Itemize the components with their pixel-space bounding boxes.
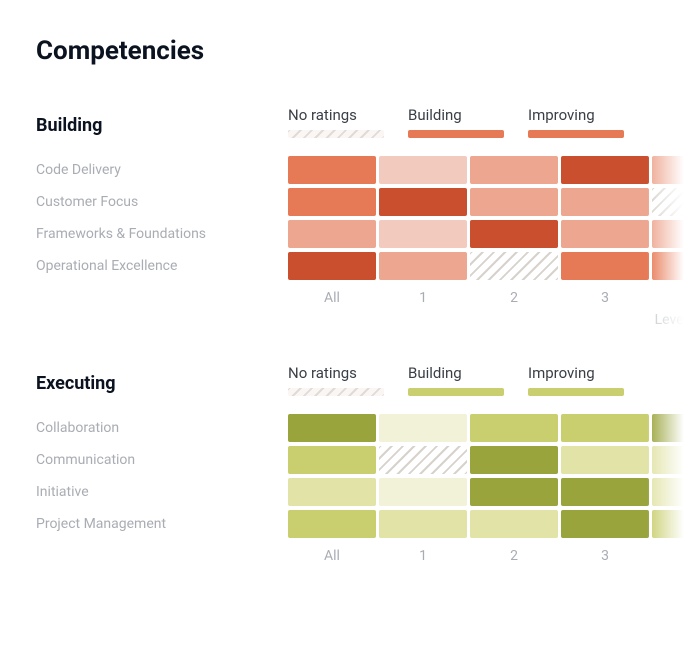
heatmap-cell xyxy=(288,510,376,538)
legend-swatch xyxy=(528,388,624,396)
legend-item: Improving xyxy=(528,364,624,396)
heatmap-cell xyxy=(288,414,376,442)
heatmap-cell xyxy=(470,414,558,442)
legend-item: No ratings xyxy=(288,106,384,138)
heatmap-cell xyxy=(288,220,376,248)
heatmap-cell xyxy=(470,478,558,506)
heatmap-cell xyxy=(652,446,693,474)
axis-unit-label: Level xyxy=(36,312,693,328)
heatmap-cell xyxy=(379,414,467,442)
heatmap-cell xyxy=(379,510,467,538)
heatmap-cell xyxy=(652,252,693,280)
axis-label: 2 xyxy=(470,548,558,564)
heatmap-cell xyxy=(470,220,558,248)
legend-item: Building xyxy=(408,106,504,138)
row-label: Frameworks & Foundations xyxy=(36,226,288,242)
axis-label: All xyxy=(288,548,376,564)
heatmap-row: Communication xyxy=(36,446,693,474)
legend-swatch xyxy=(288,130,384,138)
heatmap-cell xyxy=(379,478,467,506)
row-label: Code Delivery xyxy=(36,162,288,178)
heatmap-cell xyxy=(470,446,558,474)
heatmap-cell xyxy=(288,478,376,506)
axis-label: 1 xyxy=(379,290,467,306)
heatmap-row: Project Management xyxy=(36,510,693,538)
axis-label: 4 xyxy=(652,290,693,306)
heatmap-cell xyxy=(470,252,558,280)
legend-swatch xyxy=(408,388,504,396)
heatmap-row: Collaboration xyxy=(36,414,693,442)
legend-label: Building xyxy=(408,106,462,124)
row-label: Operational Excellence xyxy=(36,258,288,274)
legend-item: Improving xyxy=(528,106,624,138)
legend-label: Improving xyxy=(528,364,595,382)
heatmap-cell xyxy=(652,188,693,216)
section-title: Executing xyxy=(36,373,288,396)
heatmap-cell xyxy=(652,156,693,184)
section-title: Building xyxy=(36,115,288,138)
axis-label: 2 xyxy=(470,290,558,306)
heatmap-cell xyxy=(561,220,649,248)
axis-label: All xyxy=(288,290,376,306)
legend-swatch xyxy=(528,130,624,138)
row-label: Initiative xyxy=(36,484,288,500)
heatmap-cell xyxy=(561,510,649,538)
legend: No ratings Building Improving xyxy=(288,364,648,396)
heatmap-cell xyxy=(288,156,376,184)
legend: No ratings Building Improving xyxy=(288,106,648,138)
heatmap-cell xyxy=(561,156,649,184)
heatmap-cell xyxy=(288,188,376,216)
heatmap-cell xyxy=(470,156,558,184)
page-title: Competencies xyxy=(36,36,693,66)
legend-swatch xyxy=(408,130,504,138)
row-label: Project Management xyxy=(36,516,288,532)
legend-swatch xyxy=(288,388,384,396)
heatmap-cell xyxy=(379,220,467,248)
row-label: Customer Focus xyxy=(36,194,288,210)
legend-label: No ratings xyxy=(288,106,357,124)
heatmap-cell xyxy=(379,252,467,280)
heatmap-cell xyxy=(652,414,693,442)
heatmap-cell xyxy=(652,510,693,538)
heatmap-cell xyxy=(288,252,376,280)
heatmap-cell xyxy=(652,478,693,506)
axis-label: 4 xyxy=(652,548,693,564)
heatmap-cell xyxy=(561,478,649,506)
heatmap-cell xyxy=(379,188,467,216)
heatmap-cell xyxy=(561,414,649,442)
axis-label: 3 xyxy=(561,548,649,564)
axis-label: 3 xyxy=(561,290,649,306)
heatmap-row: Operational Excellence xyxy=(36,252,693,280)
heatmap-cell xyxy=(561,188,649,216)
heatmap-row: Customer Focus xyxy=(36,188,693,216)
legend-item: No ratings xyxy=(288,364,384,396)
competencies-panel: Competencies BuildingNo ratingsBuildingI… xyxy=(0,0,693,564)
row-label: Collaboration xyxy=(36,420,288,436)
competency-section: ExecutingNo ratings Building Improving Coll… xyxy=(36,364,693,564)
heatmap-cell xyxy=(288,446,376,474)
heatmap-cell xyxy=(652,220,693,248)
legend-item: Building xyxy=(408,364,504,396)
row-label: Communication xyxy=(36,452,288,468)
competency-section: BuildingNo ratingsBuildingImprovingCode … xyxy=(36,106,693,328)
heatmap-row: Code Delivery xyxy=(36,156,693,184)
heatmap-cell xyxy=(561,446,649,474)
heatmap-cell xyxy=(379,156,467,184)
heatmap-cell xyxy=(561,252,649,280)
legend-label: Building xyxy=(408,364,462,382)
heatmap-cell xyxy=(379,446,467,474)
heatmap-cell xyxy=(470,188,558,216)
heatmap-row: Frameworks & Foundations xyxy=(36,220,693,248)
heatmap-row: Initiative xyxy=(36,478,693,506)
legend-label: No ratings xyxy=(288,364,357,382)
legend-label: Improving xyxy=(528,106,595,124)
axis-label: 1 xyxy=(379,548,467,564)
heatmap-cell xyxy=(470,510,558,538)
